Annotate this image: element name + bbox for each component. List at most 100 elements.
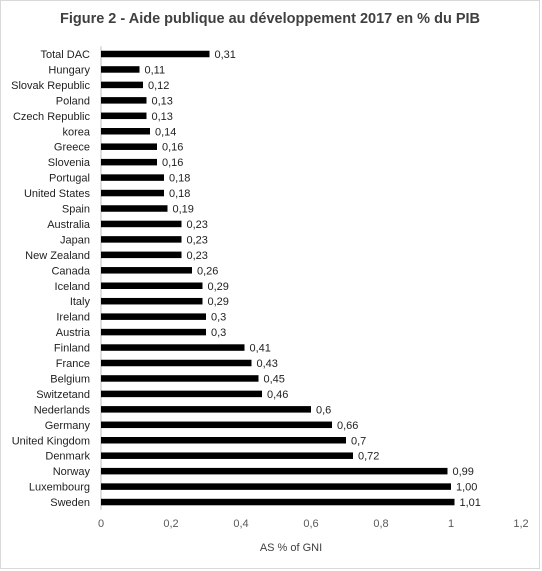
bar (101, 359, 252, 367)
data-label: 0,23 (187, 250, 208, 262)
x-tick-label: 1 (448, 518, 454, 530)
data-label: 0,6 (316, 404, 331, 416)
bar (101, 143, 157, 150)
bar (101, 251, 182, 259)
x-tick-label: 0,8 (373, 518, 388, 530)
data-label: 1,00 (456, 482, 477, 494)
bar (101, 437, 346, 444)
data-label: 0,29 (208, 281, 229, 293)
data-label: 0,72 (358, 451, 379, 463)
bar (101, 205, 168, 212)
data-label: 0,43 (257, 358, 278, 370)
data-label: 0,3 (211, 327, 226, 339)
category-label: Sweden (50, 497, 90, 509)
data-label: 0,18 (169, 173, 190, 185)
bar (101, 282, 203, 289)
bar (101, 390, 262, 398)
data-label: 0,99 (453, 466, 474, 478)
bar (101, 313, 206, 320)
category-label: Poland (56, 95, 90, 107)
bar (101, 267, 192, 274)
bar (101, 174, 164, 181)
category-label: Denmark (45, 451, 90, 463)
chart-bars (101, 50, 455, 506)
category-label: Canada (51, 265, 90, 277)
data-label: 0,19 (173, 204, 194, 216)
x-tick-label: 0,2 (163, 518, 178, 530)
data-label: 0,12 (148, 80, 169, 92)
bar (101, 406, 311, 413)
category-label: Hungary (48, 64, 90, 76)
data-label: 1,01 (460, 497, 481, 509)
category-label: Germany (45, 420, 91, 432)
category-label: Slovenia (48, 157, 91, 169)
bar (101, 421, 332, 429)
x-tick-label: 1,2 (513, 518, 528, 530)
category-label: Spain (62, 204, 90, 216)
data-label: 0,23 (187, 234, 208, 246)
category-label: Belgium (50, 373, 90, 385)
x-tick-label: 0,4 (233, 518, 248, 530)
bar (101, 467, 448, 475)
bar (101, 220, 182, 228)
data-label: 0,46 (267, 389, 288, 401)
category-label: korea (62, 126, 90, 138)
data-label: 0,66 (337, 420, 358, 432)
category-label: United Kingdom (12, 435, 90, 447)
bar (101, 66, 140, 73)
data-label: 0,13 (152, 95, 173, 107)
bar (101, 297, 203, 305)
category-label: Greece (54, 142, 90, 154)
bar (101, 328, 206, 336)
category-label: Czech Republic (13, 111, 91, 123)
bar (101, 344, 245, 351)
data-label: 0,29 (208, 296, 229, 308)
bar (101, 498, 455, 506)
data-label: 0,16 (162, 142, 183, 154)
category-label: Switzetand (36, 389, 90, 401)
bar (101, 452, 353, 459)
category-label: Ireland (56, 312, 90, 324)
data-label: 0,11 (145, 64, 166, 76)
category-label: Australia (47, 219, 91, 231)
data-label: 0,23 (187, 219, 208, 231)
data-label: 0,26 (197, 265, 218, 277)
category-labels: Total DAC Hungary Slovak Republic Poland Cze… (11, 49, 91, 509)
x-tick-label: 0,6 (303, 518, 318, 530)
bar (101, 81, 143, 89)
data-label: 0,13 (152, 111, 173, 123)
bar (101, 375, 259, 382)
data-label: 0,14 (155, 126, 176, 138)
category-label: Iceland (55, 281, 90, 293)
bar (101, 483, 451, 490)
category-label: New Zealand (25, 250, 90, 262)
chart-title: Figure 2 - Aide publique au développemen… (59, 11, 481, 27)
category-label: Nederlands (34, 404, 91, 416)
bar (101, 97, 147, 104)
data-label: 0,16 (162, 157, 183, 169)
category-label: Japan (60, 234, 90, 246)
bar (101, 189, 164, 197)
data-label: 0,31 (215, 49, 236, 61)
category-label: Slovak Republic (11, 80, 90, 92)
category-label: Norway (53, 466, 91, 478)
data-label: 0,3 (211, 312, 226, 324)
category-label: Austria (56, 327, 91, 339)
data-label: 0,18 (169, 188, 190, 200)
category-label: Portugal (49, 173, 90, 185)
category-label: United States (24, 188, 91, 200)
bar (101, 236, 182, 243)
data-label: 0,7 (351, 435, 366, 447)
x-tick-label: 0 (98, 518, 104, 530)
category-label: Italy (70, 296, 91, 308)
data-label: 0,45 (264, 373, 285, 385)
data-labels: 0,31 0,11 0,12 0,13 0,13 0,14 0,16 0,16 0,18 0,18… (145, 49, 481, 509)
data-label: 0,41 (250, 343, 271, 355)
bar (101, 128, 150, 135)
category-label: Total DAC (40, 49, 90, 61)
bar (101, 158, 157, 166)
category-label: Luxembourg (29, 482, 90, 494)
x-tick-labels: 0 0,2 0,4 0,6 0,8 1 1,2 (98, 518, 529, 530)
